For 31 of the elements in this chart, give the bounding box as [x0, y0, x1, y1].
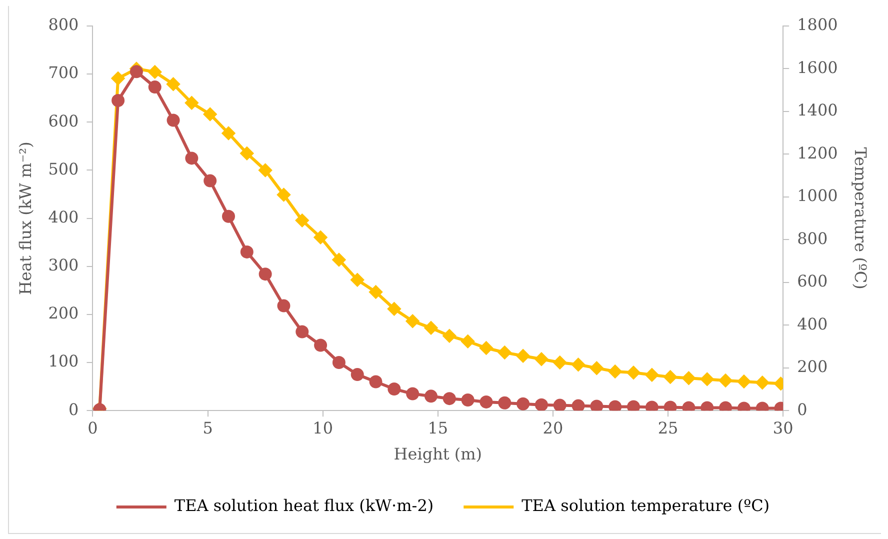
y2-tick-label: 600 — [797, 272, 828, 291]
y-tick-label: 800 — [48, 15, 79, 34]
y-tick-label: 500 — [48, 159, 79, 178]
y2-tick-label: 400 — [797, 314, 828, 334]
legend-label: TEA solution temperature (ºC) — [522, 496, 770, 516]
y-tick-label: 400 — [48, 207, 79, 226]
x-axis-title: Height (m) — [394, 444, 482, 464]
y-axis-title: Heat flux (kW m⁻²) — [16, 142, 35, 295]
legend-label: TEA solution heat flux (kW·m-2) — [174, 496, 434, 516]
y2-tick-label: 0 — [797, 400, 808, 419]
y-tick-label: 200 — [48, 304, 79, 323]
y2-tick-label: 1800 — [797, 15, 838, 34]
y2-tick-label: 1000 — [797, 186, 838, 206]
y2-tick-label: 1200 — [797, 143, 838, 162]
y-tick-label: 300 — [48, 256, 79, 275]
y2-tick-label: 200 — [797, 357, 828, 376]
y2-axis-title: Temperature (ºC) — [851, 147, 870, 290]
y2-tick-label: 1600 — [797, 58, 838, 77]
y2-tick-label: 1400 — [797, 100, 838, 120]
x-tick-label: 10 — [312, 418, 334, 438]
x-tick-label: 15 — [428, 418, 448, 438]
y-tick-label: 600 — [48, 111, 79, 130]
y2-tick-label: 800 — [797, 228, 828, 248]
y-tick-label: 0 — [68, 400, 79, 419]
x-tick-label: 20 — [542, 418, 564, 438]
y-tick-label: 100 — [48, 352, 79, 371]
x-tick-label: 30 — [772, 418, 794, 438]
x-tick-label: 25 — [658, 418, 678, 438]
x-tick-label: 5 — [202, 418, 213, 438]
x-tick-label: 0 — [88, 418, 98, 438]
y-tick-label: 700 — [48, 63, 79, 82]
